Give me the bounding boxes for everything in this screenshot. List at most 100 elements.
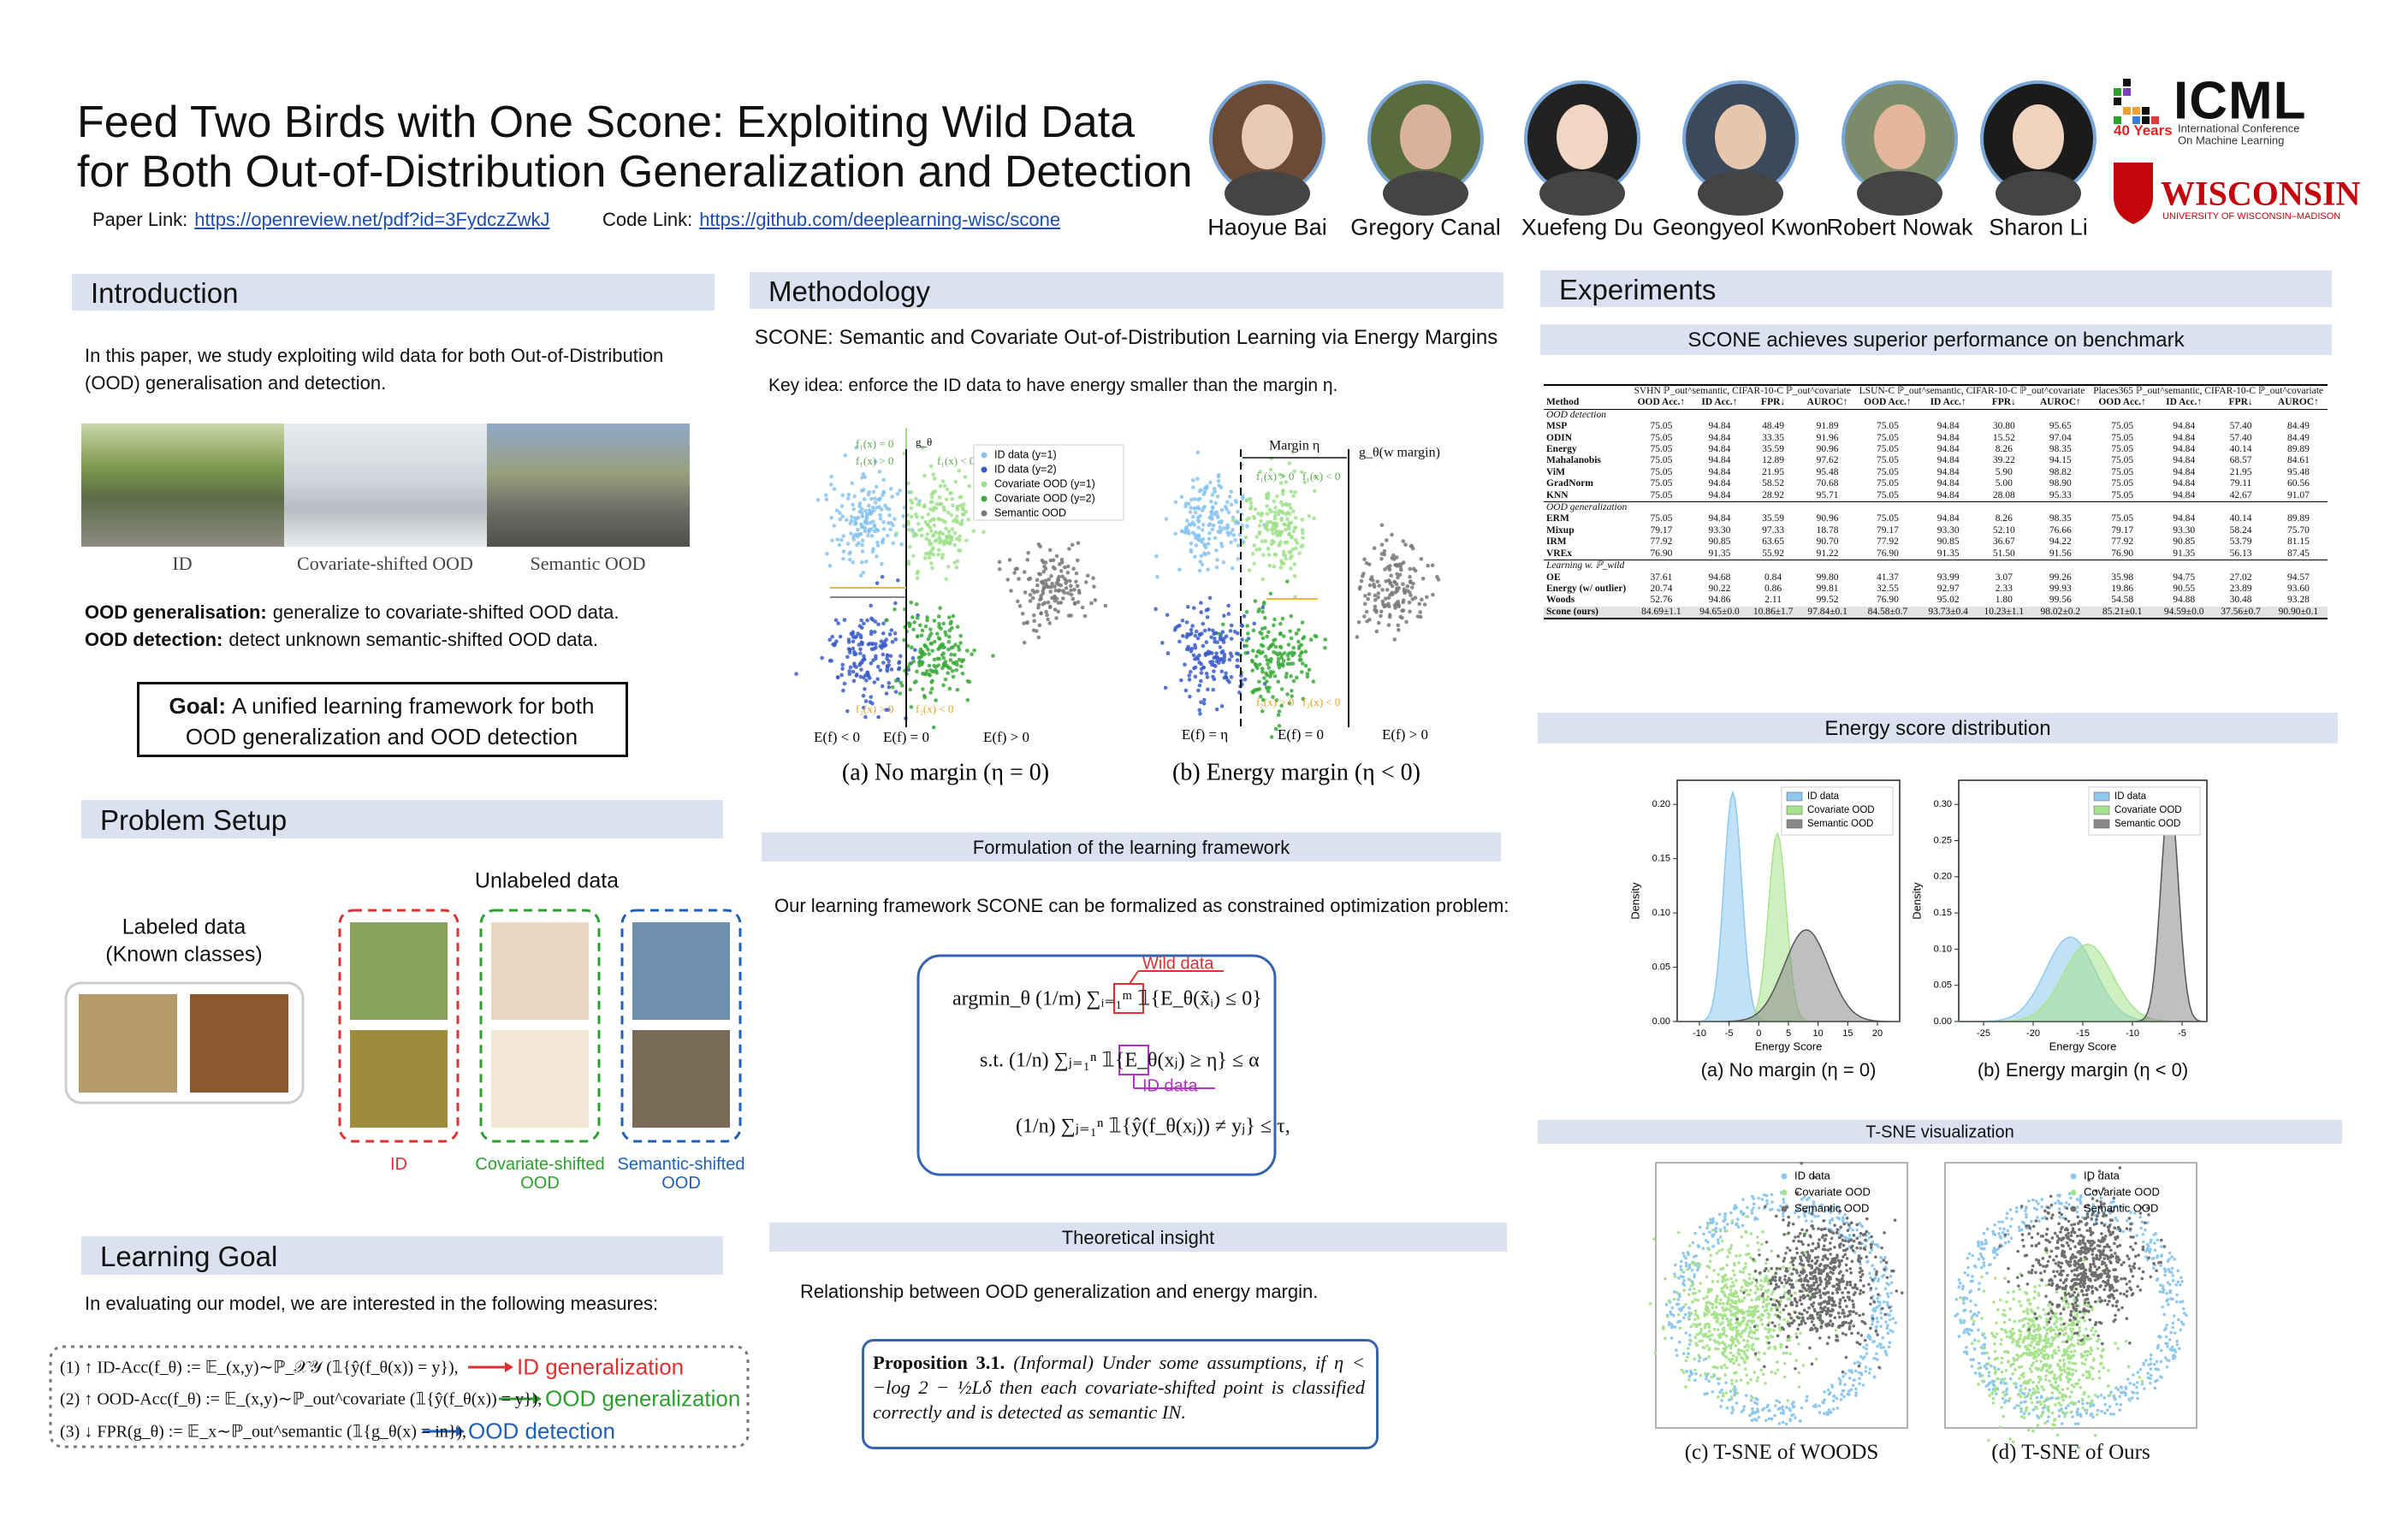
dot (1843, 1286, 1847, 1290)
dot (1047, 604, 1053, 609)
dot (1239, 623, 1244, 628)
dot (1773, 1276, 1777, 1279)
dot (2085, 1411, 2089, 1415)
dot (1764, 1266, 1768, 1270)
dot (1819, 1271, 1823, 1276)
dot (2085, 1401, 2090, 1405)
dot (1193, 510, 1198, 515)
dot (928, 561, 934, 566)
dot (1783, 1290, 1788, 1294)
dot (940, 555, 945, 560)
dot (1980, 1374, 1984, 1377)
dot (1425, 595, 1429, 600)
dot (1777, 1407, 1782, 1410)
dot (1071, 566, 1076, 571)
dot (1788, 1352, 1793, 1356)
dot (849, 514, 854, 519)
dot (2056, 1362, 2060, 1366)
dot (1863, 1232, 1867, 1236)
dot (1810, 1211, 1814, 1216)
dot (1810, 1224, 1813, 1228)
dot (1305, 672, 1310, 676)
dot (1742, 1338, 1746, 1342)
dot (1200, 562, 1205, 567)
dot (1723, 1348, 1727, 1352)
dot (2025, 1307, 2030, 1312)
dot (958, 641, 963, 645)
dot (1185, 518, 1189, 523)
figure-caption: (a) No margin (η = 0) (842, 759, 1049, 785)
measures-box (49, 1345, 750, 1448)
dot (1729, 1276, 1733, 1281)
dot (1025, 558, 1030, 562)
dot (957, 537, 962, 542)
dot (1807, 1211, 1811, 1215)
dot (1852, 1310, 1855, 1314)
dot (2100, 1409, 2103, 1413)
dot (1063, 577, 1067, 581)
dot (1809, 1272, 1813, 1276)
dot (1377, 583, 1381, 588)
dot (2062, 1394, 2067, 1398)
dot (851, 535, 856, 539)
dot (1072, 601, 1077, 606)
group-photo (632, 1030, 730, 1128)
dot (1164, 517, 1169, 521)
dot (1730, 1219, 1735, 1223)
dot (1436, 578, 1441, 582)
dot (2060, 1372, 2063, 1376)
dot (2031, 1387, 2036, 1391)
dot (1673, 1272, 1676, 1276)
dot (877, 505, 882, 509)
dot (2156, 1344, 2161, 1348)
dot (2180, 1279, 2184, 1283)
dot (1746, 1323, 1750, 1327)
axis-label: Density (1910, 882, 1923, 920)
dot (1083, 580, 1088, 584)
dot (1717, 1382, 1721, 1385)
dot (1673, 1263, 1677, 1267)
author-photo (1524, 80, 1640, 216)
dot (920, 628, 925, 633)
dot (915, 576, 920, 581)
dot (1217, 520, 1222, 524)
legend-swatch (1786, 819, 1803, 829)
dot (2165, 1299, 2168, 1303)
dot (1790, 1260, 1794, 1264)
dot (1853, 1361, 1857, 1365)
dot (2127, 1397, 2132, 1401)
dot (2147, 1363, 2150, 1367)
dot (861, 471, 866, 477)
dot (2090, 1329, 2093, 1332)
dot (2077, 1338, 2080, 1342)
dot (2124, 1339, 2128, 1343)
dot (2164, 1335, 2168, 1339)
dot (1721, 1275, 1725, 1279)
dot (1764, 1308, 1769, 1312)
dot (2109, 1390, 2113, 1395)
dot (1734, 1343, 1738, 1348)
dot (1838, 1301, 1841, 1306)
logo-pixel (2123, 79, 2131, 86)
dot (2052, 1419, 2056, 1422)
dot (2019, 1304, 2023, 1307)
dot (857, 643, 862, 647)
dot (2031, 1361, 2035, 1365)
dot (1979, 1241, 1984, 1244)
dot (2108, 1413, 2113, 1416)
dot (1782, 1214, 1785, 1218)
dot (2070, 1323, 2073, 1327)
dot (1794, 1311, 1797, 1314)
dot (1777, 1422, 1782, 1425)
dot (1417, 601, 1421, 607)
dot (2022, 1324, 2026, 1327)
dot (832, 524, 837, 528)
dot (1865, 1347, 1869, 1351)
dot (1732, 1361, 1735, 1365)
dot (1731, 1269, 1735, 1273)
dot (1793, 1297, 1797, 1300)
dot (2000, 1370, 2004, 1374)
dot (1300, 517, 1305, 522)
dot (2022, 1392, 2026, 1395)
dot (2091, 1359, 2096, 1362)
